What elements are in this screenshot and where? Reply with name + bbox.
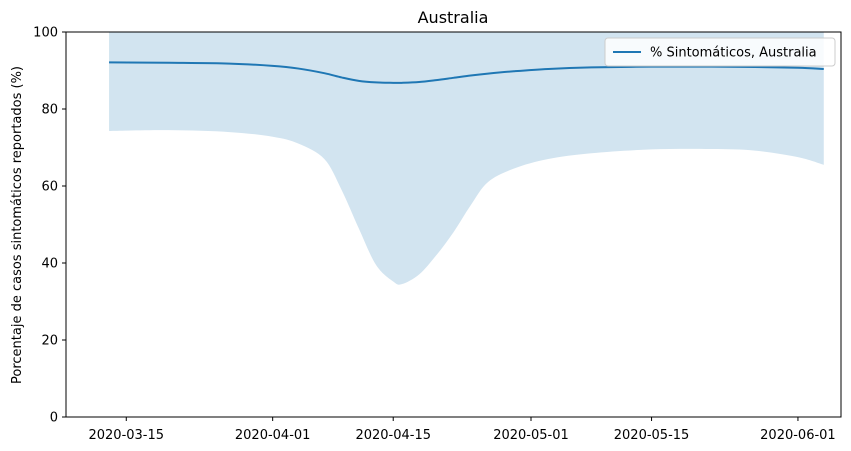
x-tick-label: 2020-03-15 xyxy=(88,428,164,443)
y-axis-label: Porcentaje de casos sintomáticos reporta… xyxy=(10,66,25,384)
y-tick-label: 40 xyxy=(41,257,58,272)
y-tick-label: 80 xyxy=(41,103,58,118)
legend: % Sintomáticos, Australia xyxy=(604,37,836,67)
legend-box xyxy=(604,37,836,67)
y-tick-label: 0 xyxy=(50,411,58,426)
x-tick-label: 2020-06-01 xyxy=(760,428,836,443)
y-tick-label: 20 xyxy=(41,334,58,349)
x-tick-label: 2020-05-15 xyxy=(614,428,690,443)
x-tick-label: 2020-04-15 xyxy=(355,428,431,443)
y-tick-label: 100 xyxy=(33,26,58,41)
plot-frame xyxy=(65,31,842,418)
x-tick-label: 2020-05-01 xyxy=(493,428,569,443)
y-tick-label: 60 xyxy=(41,180,58,195)
confidence-band xyxy=(109,32,824,285)
plot-area xyxy=(109,32,824,285)
axes: 0 20 40 60 80 100 2020-03-15 2020-04-01 2020-04-… xyxy=(33,26,842,443)
series-line xyxy=(109,61,824,84)
legend-label: % Sintomáticos, Australia xyxy=(650,46,817,61)
chart-title: Australia xyxy=(418,8,489,27)
x-tick-label: 2020-04-01 xyxy=(235,428,311,443)
